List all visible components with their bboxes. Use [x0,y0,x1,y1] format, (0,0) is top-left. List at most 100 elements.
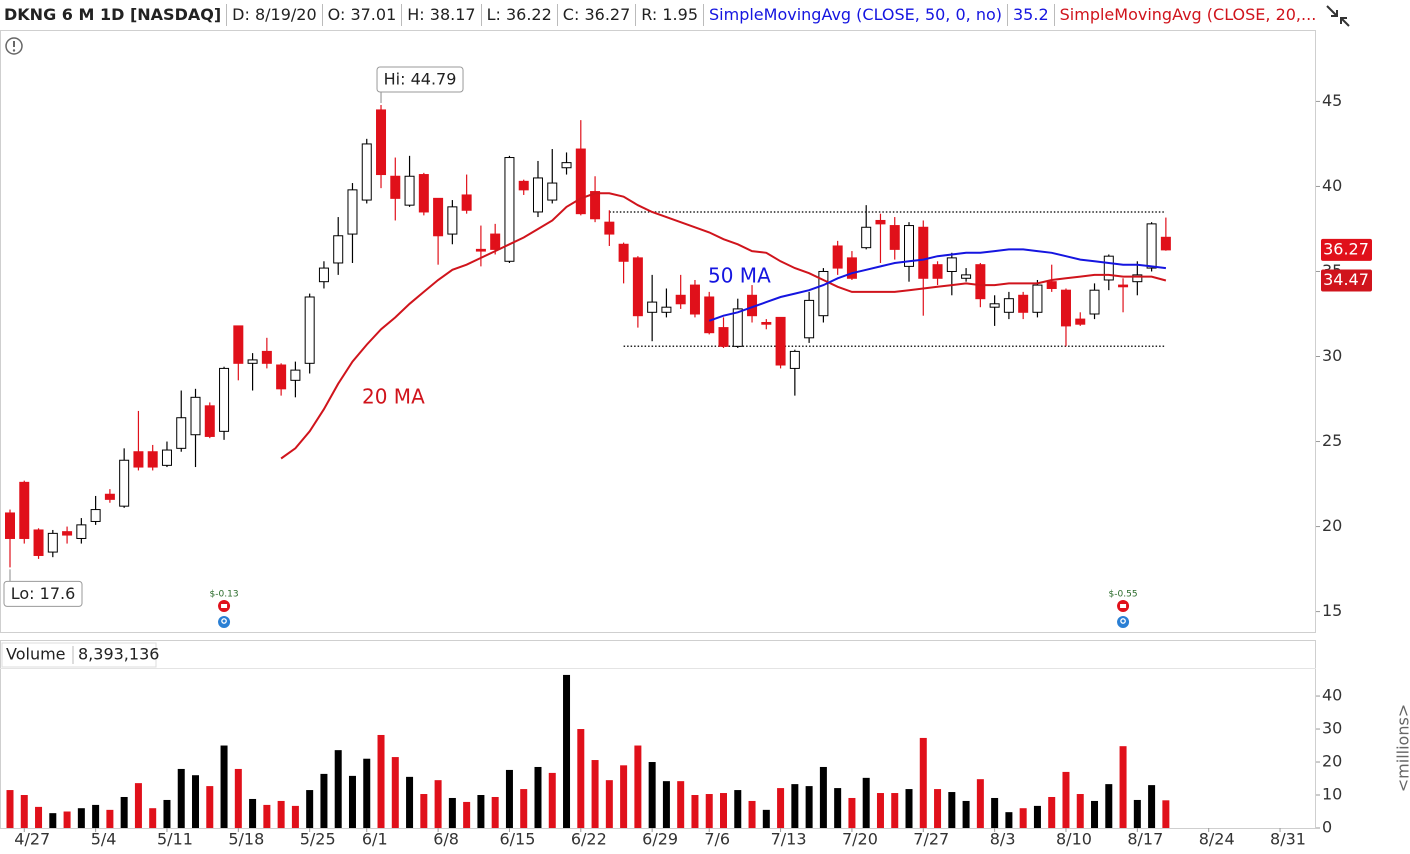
volume-bar [35,806,43,828]
study[interactable]: SimpleMovingAvg (CLOSE, 20,... [1059,5,1316,24]
candle-body [1160,236,1171,251]
x-tick-label: 7/27 [913,830,949,849]
candle-body [675,294,686,305]
volume-bar [491,796,499,828]
value: 38.17 [429,5,476,24]
volume-bar [720,793,727,828]
candle-body [447,206,458,235]
candle-body [347,189,358,235]
label: C: [562,5,580,24]
callout-box [376,66,464,93]
candle-body [147,451,158,468]
volume-bar [291,805,299,828]
y-tick-label: 30 [1322,719,1342,738]
candle-body [390,175,401,199]
candle-body [975,264,986,300]
candle-body [433,197,444,237]
candle-body [190,396,201,436]
candle-body [632,257,643,317]
volume-bar [391,757,399,828]
volume-bar [1062,771,1070,828]
candle-body [504,157,515,262]
candle-body [1060,289,1071,327]
volume-bar [134,783,142,828]
candle-body [704,296,715,334]
volume-bar [206,786,214,828]
volume-bar [77,808,85,828]
collapse-icon[interactable] [1326,5,1350,27]
header-item: R: 1.95 [636,4,704,26]
label: D: [232,5,250,24]
price-tag [1321,238,1372,261]
volume-bar [1133,799,1141,828]
y-tick-label: 40 [1322,176,1342,195]
icon-arrow [1340,17,1350,27]
x-tick-label: 8/24 [1199,830,1235,849]
volume-bar [220,745,228,828]
volume-bar [177,768,185,828]
x-tick-label: 8/10 [1056,830,1092,849]
candle-body [1075,318,1086,325]
candle-body [1003,298,1014,313]
volume-bar [677,781,685,828]
volume-bar [634,745,642,828]
alert-icon[interactable] [5,37,23,55]
candle-body [376,109,387,176]
study[interactable]: SimpleMovingAvg (CLOSE, 50, 0, no) [704,4,1008,26]
volume-bar [1162,800,1170,828]
x-tick-label: 5/4 [91,830,117,849]
volume-bar [505,769,513,828]
x-tick-label: 8/31 [1270,830,1306,849]
candle-body [475,248,486,252]
lo-label: Lo: 17.6 [11,584,76,603]
volume-bar [249,798,257,828]
candle-body [233,325,244,364]
volume-bar [777,788,785,828]
x-tick-label: 6/1 [362,830,388,849]
price-tag-label: 34.47 [1323,270,1369,289]
candle-body [1089,289,1100,315]
dividend-icon-mark [1120,618,1126,624]
header-bar: DKNG 6 M 1D [NASDAQ] D: 8/19/20 O: 37.01… [0,0,1316,30]
study-value: 35.2 [1008,4,1055,26]
candle-body [761,321,772,325]
candle-body [647,301,658,313]
candle-body [261,350,272,364]
candle-body [789,350,800,369]
x-tick-label: 6/29 [642,830,678,849]
volume-bar [605,780,613,828]
header-item: C: 36.27 [558,4,637,26]
x-tick-label: 7/13 [771,830,807,849]
candle-body [561,162,572,169]
volume-bar [577,729,585,828]
volume-bar [377,734,385,828]
x-tick-label: 6/8 [433,830,459,849]
candle-body [276,364,287,390]
candle-body [119,459,130,507]
header-item: H: 38.17 [402,4,482,26]
candle-body [62,531,73,536]
y-tick-label: 15 [1322,601,1342,620]
volume-bar [306,790,314,828]
volume-bar [420,794,428,828]
x-tick-label: 5/18 [228,830,264,849]
callout-box [3,580,83,607]
y-tick-label: 40 [1322,686,1342,705]
price-pane [0,30,1316,633]
candle-body [1018,294,1029,313]
value: 37.01 [350,5,397,24]
candle-body [846,257,857,279]
volume-bar [1005,812,1013,828]
candle-body [889,225,900,250]
y-tick-label: 30 [1322,346,1342,365]
price-tag [1321,269,1372,292]
volume-bar [363,758,371,828]
moving-average [708,248,1167,322]
volume-bar [620,765,628,828]
x-tick-label: 6/15 [499,830,535,849]
candle-body [547,182,558,201]
volume-bar [448,797,456,828]
header-item: D: 8/19/20 [227,4,323,26]
volume-bar [277,800,285,828]
